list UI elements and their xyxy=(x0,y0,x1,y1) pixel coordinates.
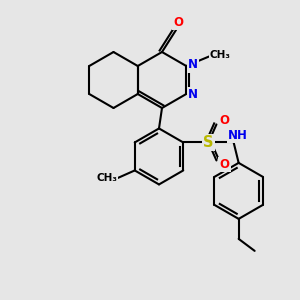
Text: N: N xyxy=(188,58,198,71)
Text: O: O xyxy=(219,114,230,127)
Text: S: S xyxy=(203,135,214,150)
Text: CH₃: CH₃ xyxy=(210,50,231,60)
Text: O: O xyxy=(219,158,230,171)
Text: O: O xyxy=(173,16,183,28)
Text: NH: NH xyxy=(228,129,247,142)
Text: N: N xyxy=(188,88,198,101)
Text: CH₃: CH₃ xyxy=(96,173,117,183)
